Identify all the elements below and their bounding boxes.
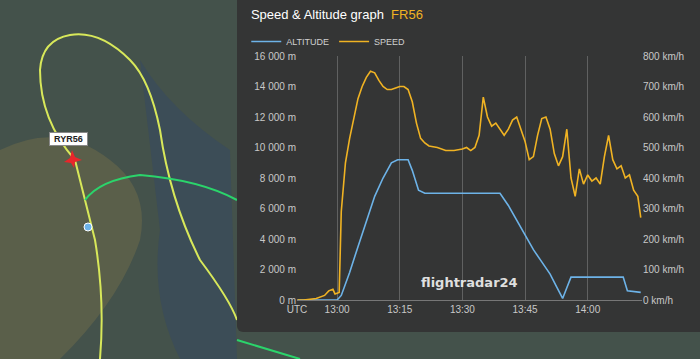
svg-text:400 km/h: 400 km/h (643, 173, 684, 184)
svg-text:100 km/h: 100 km/h (643, 264, 684, 275)
svg-text:700 km/h: 700 km/h (643, 81, 684, 92)
svg-text:500 km/h: 500 km/h (643, 142, 684, 153)
svg-text:800 km/h: 800 km/h (643, 51, 684, 62)
svg-text:300 km/h: 300 km/h (643, 203, 684, 214)
svg-text:4 000 m: 4 000 m (260, 234, 296, 245)
svg-text:12 000 m: 12 000 m (254, 112, 296, 123)
svg-text:SPEED: SPEED (374, 37, 405, 47)
svg-text:0 km/h: 0 km/h (643, 295, 673, 306)
svg-text:UTC: UTC (287, 304, 308, 315)
svg-text:0 m: 0 m (279, 295, 296, 306)
html-text:RYR56: RYR56 (54, 134, 83, 144)
svg-text:13:00: 13:00 (325, 304, 350, 315)
svg-text:8 000 m: 8 000 m (260, 173, 296, 184)
svg-text:2 000 m: 2 000 m (260, 264, 296, 275)
svg-text:10 000 m: 10 000 m (254, 142, 296, 153)
svg-text:16 000 m: 16 000 m (254, 51, 296, 62)
svg-text:13:30: 13:30 (450, 304, 475, 315)
svg-text:200 km/h: 200 km/h (643, 234, 684, 245)
svg-text:ALTITUDE: ALTITUDE (286, 37, 329, 47)
svg-text:6 000 m: 6 000 m (260, 203, 296, 214)
svg-text:13:45: 13:45 (513, 304, 538, 315)
svg-text:Speed & Altitude graph FR56: Speed & Altitude graph FR56 (251, 7, 423, 22)
svg-text:14 000 m: 14 000 m (254, 81, 296, 92)
svg-text:600 km/h: 600 km/h (643, 112, 684, 123)
svg-text:13:15: 13:15 (387, 304, 412, 315)
svg-text:14:00: 14:00 (575, 304, 600, 315)
svg-text:flightradar24: flightradar24 (421, 275, 518, 290)
